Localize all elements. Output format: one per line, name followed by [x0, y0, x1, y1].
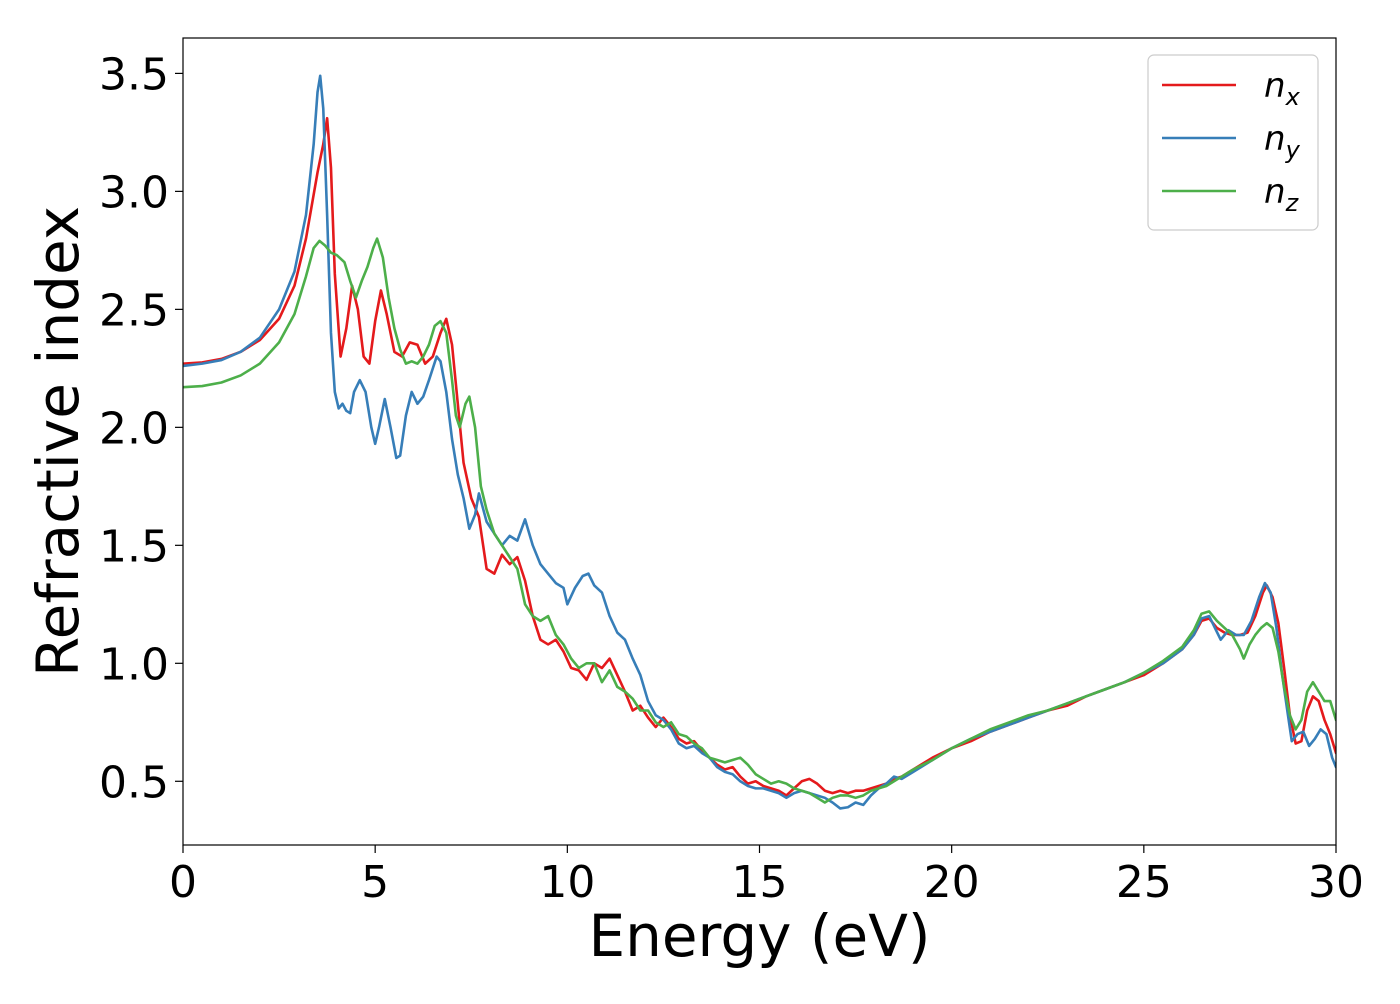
- legend-label-y: ny: [1264, 119, 1301, 164]
- y-tick-label: 1.5: [99, 521, 169, 572]
- x-tick-label: 25: [1116, 857, 1172, 908]
- legend-label-x: nx: [1264, 66, 1301, 111]
- legend-label-z: nz: [1264, 172, 1300, 217]
- y-tick-label: 2.0: [99, 403, 169, 454]
- legend-frame: [1147, 54, 1319, 231]
- x-axis: 0 5 10 15 20 25 30: [169, 845, 1364, 908]
- y-tick-label: 2.5: [99, 285, 169, 336]
- y-tick-label: 3.0: [99, 167, 169, 218]
- x-tick-label: 5: [361, 857, 389, 908]
- y-axis-label: Refractive index: [24, 206, 92, 677]
- x-tick-label: 30: [1308, 857, 1364, 908]
- x-tick-label: 15: [732, 857, 788, 908]
- y-tick-label: 0.5: [99, 757, 169, 808]
- x-tick-label: 10: [539, 857, 595, 908]
- y-tick-label: 3.5: [99, 49, 169, 100]
- plot-series-group: [183, 74, 1336, 810]
- legend: nx ny nz: [1147, 54, 1319, 231]
- y-axis: 0.5 1.0 1.5 2.0 2.5 3.0 3.5: [99, 49, 183, 808]
- y-tick-label: 1.0: [99, 639, 169, 690]
- x-tick-label: 20: [924, 857, 980, 908]
- series-line-z: [183, 237, 1336, 804]
- x-tick-label: 0: [169, 857, 197, 908]
- x-axis-label: Energy (eV): [588, 902, 930, 970]
